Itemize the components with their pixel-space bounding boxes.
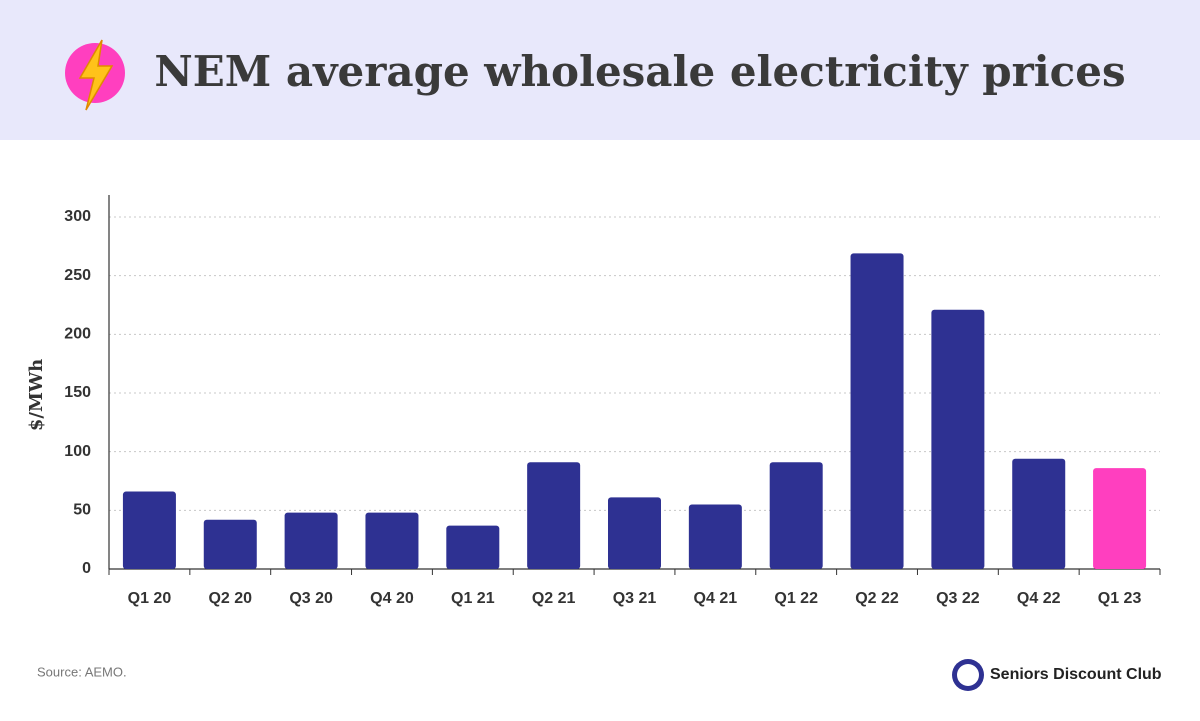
source-note: Source: AEMO.: [37, 664, 127, 679]
x-tick-label: Q1 23: [1098, 590, 1142, 607]
y-tick-label: 0: [82, 560, 91, 577]
bar: [527, 462, 581, 569]
bar: [688, 504, 742, 569]
chart-title: NEM average wholesale electricity prices: [154, 47, 1125, 96]
bar: [446, 525, 500, 569]
y-axis-label: $/MWh: [26, 359, 47, 431]
x-tick-label: Q3 20: [289, 590, 333, 607]
bar: [1012, 458, 1066, 569]
bar: [608, 497, 661, 569]
lightning-icon: [78, 39, 114, 111]
x-tick-label: Q1 20: [128, 590, 172, 607]
bar: [122, 491, 176, 569]
brand-logo-inner: [957, 664, 979, 686]
bar: [1093, 468, 1147, 569]
y-tick-label: 200: [64, 326, 91, 343]
y-tick-label: 50: [73, 502, 91, 519]
x-tick-label: Q1 21: [451, 590, 495, 607]
brand-name: Seniors Discount Club: [990, 666, 1162, 683]
y-tick-label: 100: [64, 443, 91, 460]
x-tick-label: Q4 20: [370, 590, 414, 607]
x-tick-label: Q4 22: [1017, 590, 1061, 607]
y-tick-label: 300: [64, 208, 91, 225]
bar: [284, 512, 338, 569]
x-tick-label: Q2 21: [532, 590, 576, 607]
bar: [850, 253, 904, 569]
bar: [931, 309, 985, 569]
x-tick-label: Q4 21: [694, 590, 738, 607]
bar: [203, 519, 257, 569]
x-tick-label: Q2 22: [855, 590, 899, 607]
x-tick-label: Q1 22: [774, 590, 818, 607]
x-tick-label: Q3 22: [936, 590, 980, 607]
bar: [365, 512, 419, 569]
y-tick-label: 150: [64, 384, 91, 401]
y-tick-label: 250: [64, 267, 91, 284]
x-tick-label: Q2 20: [208, 590, 252, 607]
header-banner: [0, 0, 1200, 140]
bar: [769, 462, 823, 569]
x-tick-label: Q3 21: [613, 590, 657, 607]
